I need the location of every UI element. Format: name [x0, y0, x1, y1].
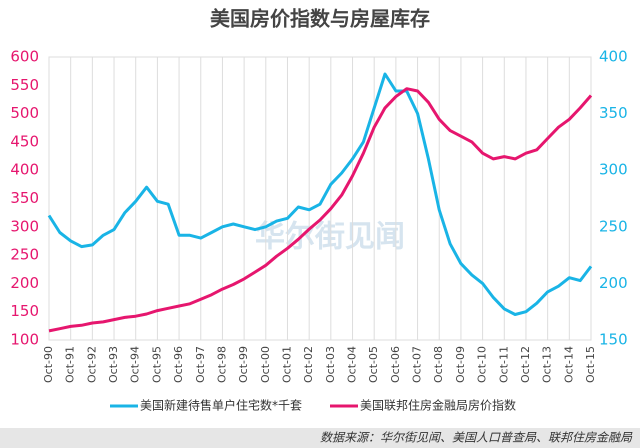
- y2-tick-label: 200: [599, 274, 628, 292]
- chart-title: 美国房价指数与房屋库存: [210, 7, 430, 31]
- y-tick-label: 400: [10, 161, 39, 179]
- x-tick-label: Oct-90: [42, 346, 55, 383]
- x-tick-label: Oct-09: [454, 346, 467, 383]
- y-tick-label: 500: [10, 104, 39, 122]
- y-tick-label: 450: [10, 132, 39, 150]
- x-tick-label: Oct-03: [324, 346, 337, 383]
- x-tick-label: Oct-95: [150, 346, 163, 383]
- x-tick-label: Oct-15: [584, 346, 597, 383]
- x-tick-label: Oct-11: [497, 346, 510, 383]
- y2-tick-label: 350: [599, 104, 628, 122]
- x-tick-label: Oct-97: [194, 346, 207, 383]
- x-tick-label: Oct-00: [259, 346, 272, 383]
- legend-label: 美国联邦住房金融局房价指数: [360, 398, 516, 413]
- y-tick-label: 600: [10, 48, 39, 66]
- y2-tick-label: 250: [599, 217, 628, 235]
- x-tick-label: Oct-05: [367, 346, 380, 383]
- y-tick-label: 300: [10, 217, 39, 235]
- x-tick-label: Oct-13: [541, 346, 554, 383]
- x-tick-label: Oct-01: [280, 346, 293, 383]
- x-tick-label: Oct-12: [519, 346, 532, 383]
- x-tick-label: Oct-99: [237, 346, 250, 383]
- y2-tick-label: 300: [599, 161, 628, 179]
- x-tick-label: Oct-98: [215, 346, 228, 383]
- x-tick-label: Oct-08: [432, 346, 445, 383]
- y2-tick-label: 400: [599, 48, 628, 66]
- y-tick-label: 250: [10, 246, 39, 264]
- x-tick-label: Oct-07: [411, 346, 424, 383]
- plot-border: [48, 56, 592, 341]
- x-tick-label: Oct-93: [107, 346, 120, 383]
- line-series: [48, 87, 593, 333]
- watermark: 华尔街见闻: [255, 220, 405, 255]
- y-tick-label: 150: [10, 302, 39, 320]
- x-tick-label: Oct-96: [172, 346, 185, 383]
- y2-tick-label: 150: [599, 331, 628, 349]
- source: 数据来源：华尔街见闻、美国人口普查局、联邦住房金融局: [320, 431, 633, 445]
- x-tick-label: Oct-14: [562, 346, 575, 383]
- y-tick-label: 100: [10, 331, 39, 349]
- x-tick-label: Oct-06: [389, 346, 402, 383]
- y-tick-label: 200: [10, 274, 39, 292]
- y-tick-label: 350: [10, 189, 39, 207]
- source-band: [0, 428, 640, 448]
- legend-label: 美国新建待售单户住宅数*千套: [140, 398, 302, 413]
- x-tick-label: Oct-04: [346, 346, 359, 383]
- x-tick-label: Oct-10: [476, 346, 489, 383]
- line-series: [47, 72, 593, 316]
- x-tick-label: Oct-94: [129, 346, 142, 383]
- y-tick-label: 550: [10, 76, 39, 94]
- x-tick-label: Oct-02: [302, 346, 315, 383]
- x-tick-label: Oct-92: [85, 346, 98, 383]
- x-tick-label: Oct-91: [64, 346, 77, 383]
